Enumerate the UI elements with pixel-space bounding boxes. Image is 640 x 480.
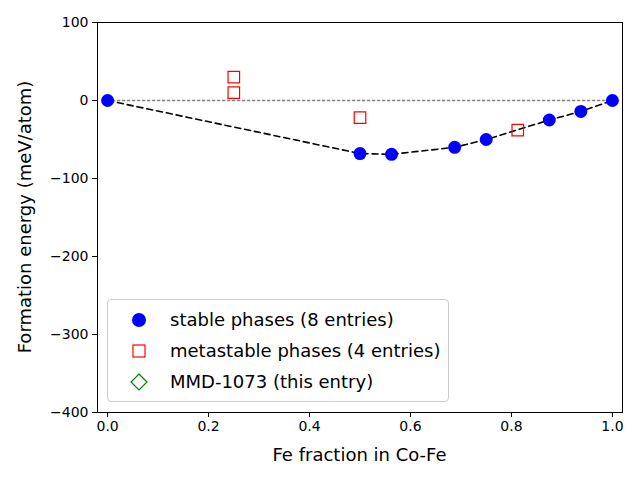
svg-text:0: 0 xyxy=(80,92,89,108)
svg-text:−200: −200 xyxy=(50,248,88,264)
html-text:metastable phases (4 entries): metastable phases (4 entries) xyxy=(170,340,441,361)
svg-text:−400: −400 xyxy=(50,404,88,420)
svg-text:−300: −300 xyxy=(50,326,88,342)
svg-text:0.8: 0.8 xyxy=(500,418,522,434)
svg-text:0.0: 0.0 xyxy=(96,418,118,434)
svg-text:0.4: 0.4 xyxy=(298,418,320,434)
svg-text:−100: −100 xyxy=(50,170,88,186)
html-text:stable phases (8 entries): stable phases (8 entries) xyxy=(170,309,394,330)
svg-text:100: 100 xyxy=(62,14,89,30)
html-text:Fe fraction in Co-Fe: Fe fraction in Co-Fe xyxy=(272,444,447,465)
html-text:MMD-1073 (this entry): MMD-1073 (this entry) xyxy=(170,371,374,392)
svg-text:1.0: 1.0 xyxy=(601,418,623,434)
svg-text:0.6: 0.6 xyxy=(399,418,421,434)
html-text:Formation energy (meV/atom): Formation energy (meV/atom) xyxy=(13,80,35,354)
svg-text:0.2: 0.2 xyxy=(197,418,219,434)
